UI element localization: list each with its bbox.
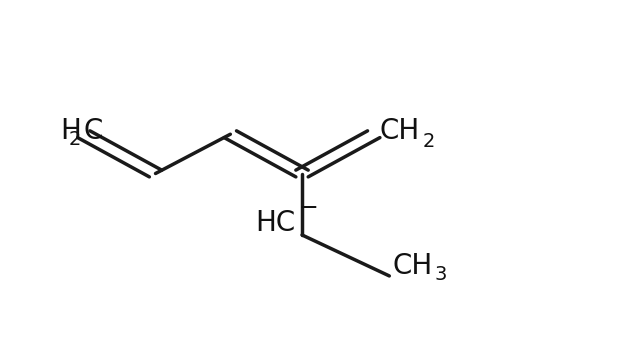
Text: H: H [60, 117, 81, 145]
Text: CH: CH [392, 252, 433, 280]
Text: 2: 2 [423, 132, 435, 151]
Text: HC: HC [255, 209, 296, 237]
Text: 3: 3 [435, 265, 447, 284]
Text: C: C [83, 117, 103, 145]
Text: CH: CH [380, 117, 420, 145]
Text: −: − [299, 196, 319, 220]
Text: 2: 2 [69, 130, 81, 149]
